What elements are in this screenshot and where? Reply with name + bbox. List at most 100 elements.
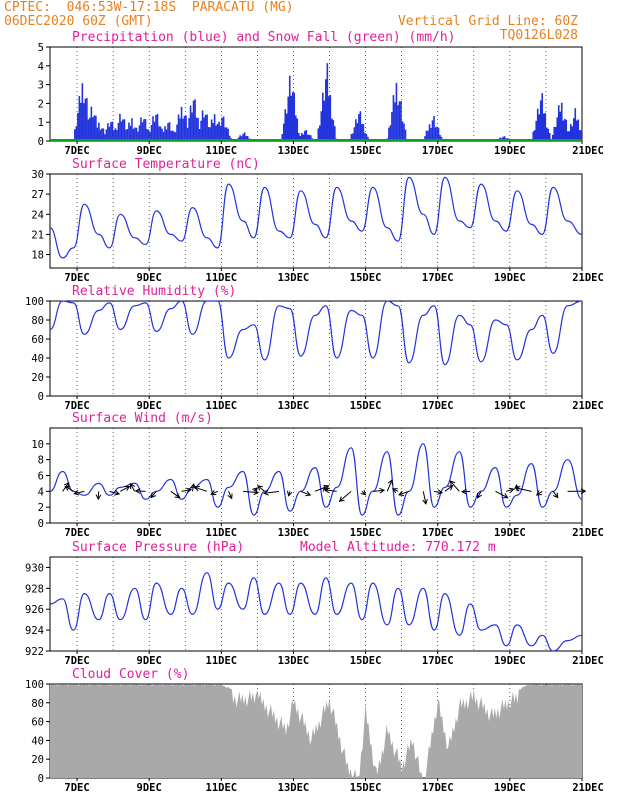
precip-bar	[355, 119, 357, 141]
precip-ytick-label: 0	[38, 136, 44, 148]
precip-bar	[325, 79, 327, 141]
precip-bar	[198, 128, 201, 141]
precip-bar	[168, 122, 171, 141]
wind-arrowhead	[437, 489, 444, 495]
precip-bar	[120, 121, 123, 141]
wind-arrowhead	[460, 488, 467, 495]
precip-bar	[170, 130, 172, 141]
cloud-xtick-label: 11DEC	[206, 782, 238, 794]
precip-bar	[560, 102, 563, 141]
precip-bar	[367, 136, 369, 141]
wind-arrowhead	[150, 492, 157, 499]
cloud-area	[50, 684, 582, 778]
precip-bar	[322, 92, 324, 141]
wind-arrow	[150, 491, 157, 498]
precip-bar	[215, 125, 217, 141]
precip-bar	[161, 128, 163, 141]
wind-arrowhead	[252, 487, 258, 493]
pressure-series-line	[49, 572, 583, 652]
precip-bar	[134, 127, 136, 141]
precip-bar	[403, 123, 405, 141]
precip-bar	[532, 131, 535, 141]
precip-bar	[439, 134, 441, 141]
rh-xtick-label: 11DEC	[206, 400, 238, 412]
cloud-ytick-label: 60	[31, 717, 44, 729]
wind-xtick-label: 13DEC	[278, 527, 310, 539]
precip-bar	[110, 122, 112, 141]
cloud-ytick-label: 80	[31, 698, 44, 710]
temp-ytick-label: 21	[31, 229, 44, 241]
precip-bar	[245, 136, 247, 141]
pressure-xtick-label: 7DEC	[64, 655, 89, 667]
precip-bar	[539, 100, 542, 141]
precip-bar	[183, 116, 186, 141]
precip-bar	[222, 116, 225, 141]
precip-bar	[132, 128, 135, 141]
precip-bar	[350, 134, 353, 141]
rh-xtick-label: 19DEC	[494, 400, 526, 412]
station-header: CPTEC: 046:53W-17:18S PARACATU (MG)	[4, 0, 294, 15]
precip-bar	[135, 127, 138, 141]
precip-bar	[138, 125, 141, 141]
pressure-ytick-label: 926	[25, 604, 44, 616]
precip-bar	[300, 132, 303, 141]
wind-ytick-label: 4	[38, 486, 44, 498]
precip-bar	[502, 136, 504, 141]
pressure-ytick-label: 930	[25, 562, 44, 574]
wind-arrow	[109, 490, 120, 495]
wind-arrowhead	[174, 492, 181, 499]
wind-arrowhead	[508, 487, 515, 494]
precip-bar	[89, 117, 91, 141]
precip-xtick-label: 21DEC	[572, 145, 604, 157]
precip-bar	[126, 129, 129, 141]
precip-bar	[194, 99, 196, 141]
precip-bar	[146, 128, 148, 141]
precip-bar	[303, 131, 306, 141]
wind-arrowhead	[398, 490, 405, 497]
precip-xtick-label: 11DEC	[206, 145, 238, 157]
precip-bar	[328, 96, 330, 141]
precip-bar	[209, 127, 211, 141]
precip-bar	[246, 136, 249, 141]
precip-bar	[577, 119, 580, 141]
precip-bar	[189, 105, 192, 141]
wind-arrow	[477, 491, 482, 499]
precip-bar	[391, 112, 393, 141]
precip-bar	[557, 105, 560, 141]
wind-xtick-label: 7DEC	[64, 527, 89, 539]
precip-bar	[428, 124, 431, 141]
temp-xtick-label: 13DEC	[278, 272, 310, 284]
wind-arrow	[398, 490, 410, 496]
wind-ytick-label: 6	[38, 471, 44, 483]
precip-bar	[206, 114, 208, 141]
precip-bar	[281, 134, 284, 141]
wind-arrowhead	[323, 487, 330, 494]
wind-arrowhead	[114, 490, 121, 496]
precip-bar	[201, 110, 204, 141]
precip-bar	[77, 113, 79, 141]
precip-bar	[102, 128, 105, 141]
wind-arrow	[263, 490, 280, 494]
precip-bar	[182, 118, 184, 141]
wind-arrowhead	[253, 489, 260, 496]
rh-xtick-label: 15DEC	[350, 400, 382, 412]
pressure-xtick-label: 13DEC	[278, 655, 310, 667]
precip-bar	[358, 114, 360, 141]
wind-xtick-label: 11DEC	[206, 527, 238, 539]
precip-bar	[221, 117, 223, 141]
precip-bar	[218, 121, 220, 141]
precip-bar	[111, 121, 114, 141]
rh-xtick-label: 21DEC	[572, 400, 604, 412]
precip-bar	[326, 63, 329, 141]
precip-xtick-label: 13DEC	[278, 145, 310, 157]
wind-ytick-label: 0	[38, 518, 44, 530]
wind-arrowhead	[338, 496, 345, 502]
wind-arrow	[506, 488, 514, 492]
wind-arrow	[65, 485, 74, 492]
pressure-title: Surface Pressure (hPa)	[72, 540, 244, 555]
precip-bar	[331, 118, 333, 141]
rh-xtick-label: 7DEC	[64, 400, 89, 412]
precip-bar	[185, 115, 187, 141]
rh-series-line	[49, 300, 583, 366]
cloud-xtick-label: 17DEC	[422, 782, 454, 794]
